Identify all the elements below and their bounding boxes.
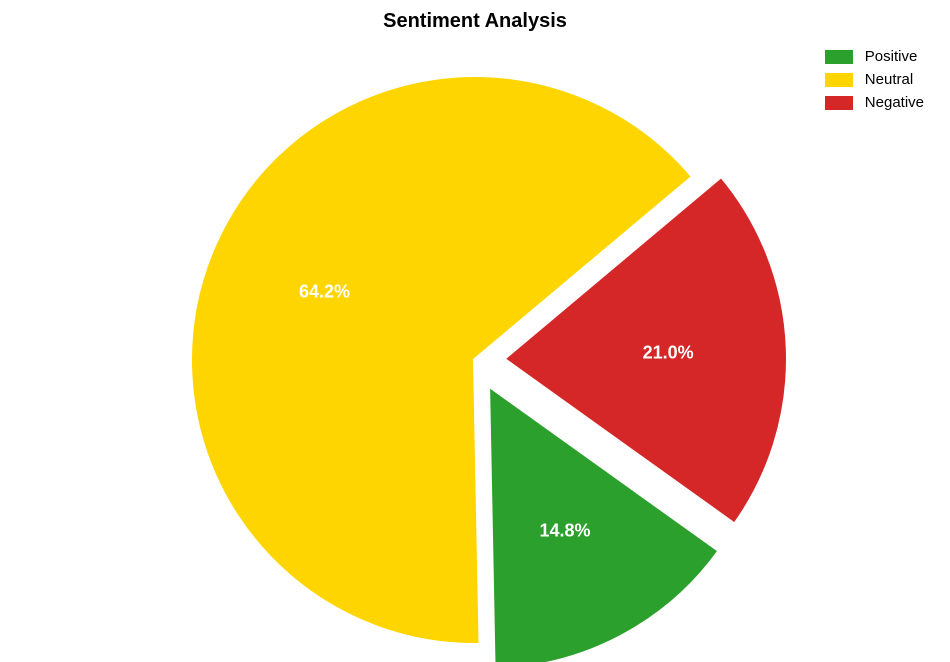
slice-label-neutral: 64.2%	[299, 281, 350, 302]
legend-label-positive: Positive	[865, 48, 918, 65]
legend-label-negative: Negative	[865, 94, 924, 111]
legend-swatch-positive	[825, 50, 853, 64]
legend-item-positive: Positive	[825, 48, 924, 65]
pie-chart	[0, 0, 950, 662]
legend-swatch-neutral	[825, 73, 853, 87]
legend: Positive Neutral Negative	[825, 48, 924, 117]
legend-item-negative: Negative	[825, 94, 924, 111]
slice-label-negative: 21.0%	[643, 342, 694, 363]
legend-item-neutral: Neutral	[825, 71, 924, 88]
slice-label-positive: 14.8%	[540, 521, 591, 542]
legend-swatch-negative	[825, 96, 853, 110]
legend-label-neutral: Neutral	[865, 71, 913, 88]
